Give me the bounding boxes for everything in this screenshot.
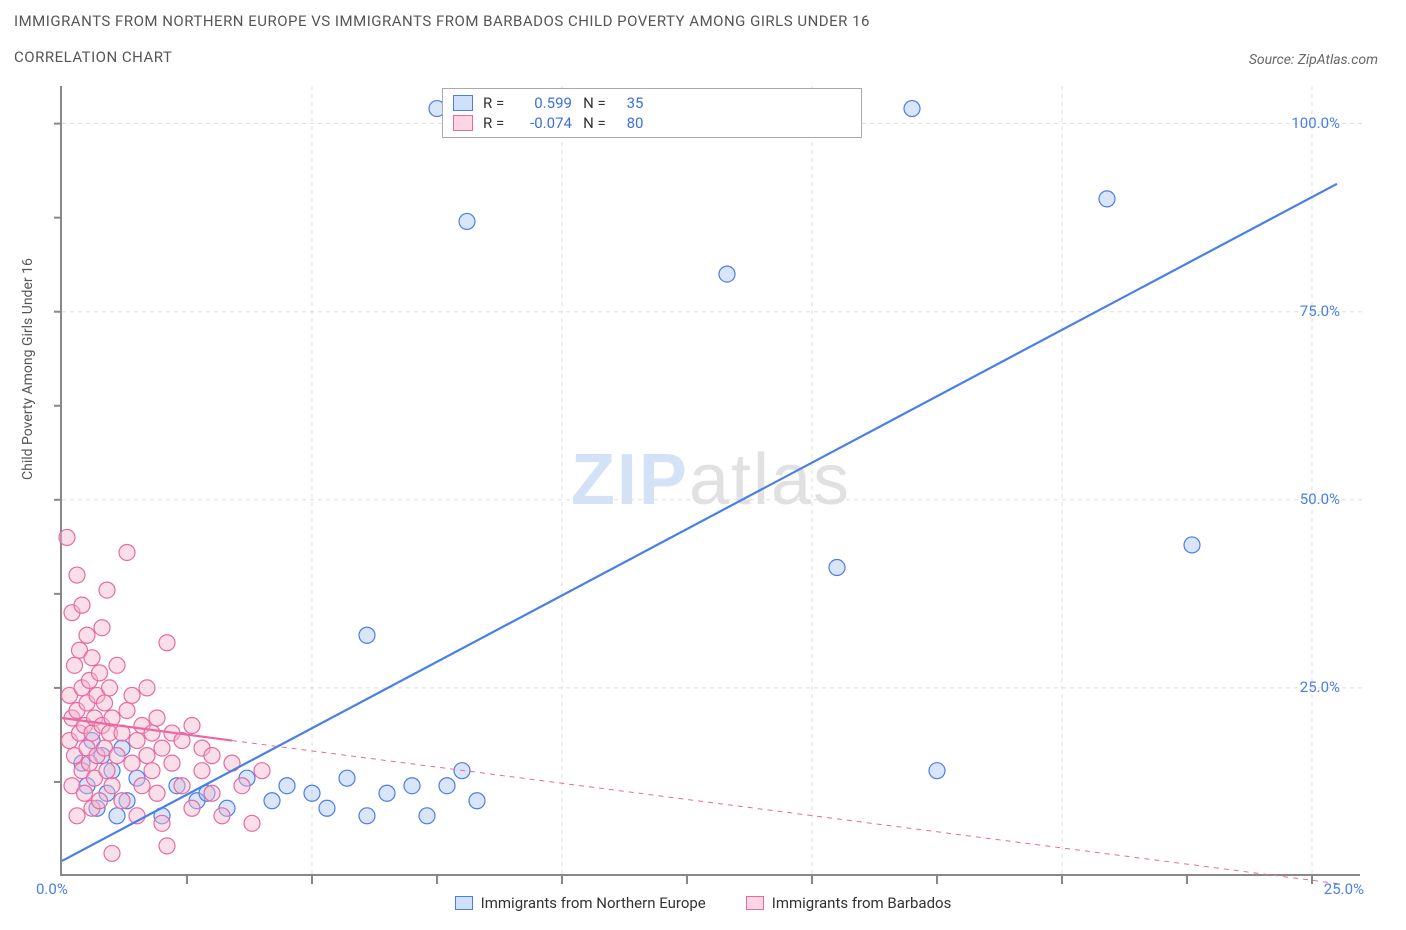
legend-swatch [746,896,764,910]
data-point [214,808,230,824]
data-point [119,702,135,718]
data-point [102,680,118,696]
y-axis-label: Child Poverty Among Girls Under 16 [20,258,36,480]
chart-title-line2: Correlation Chart [14,48,172,66]
y-tick-label: 100.0% [1291,114,1340,132]
data-point [254,763,270,779]
data-point [279,778,295,794]
data-point [97,695,113,711]
data-point [244,815,260,831]
data-point [139,680,155,696]
data-point [104,778,120,794]
data-point [439,778,455,794]
data-point [719,266,735,282]
legend-swatch [453,115,473,131]
data-point [319,800,335,816]
legend-stat-row: R = 0.599 N = 35 [453,93,851,113]
data-point [99,582,115,598]
data-point [144,725,160,741]
source-label: Source: ZipAtlas.com [1249,52,1378,68]
data-point [79,627,95,643]
data-point [119,544,135,560]
data-point [159,635,175,651]
data-point [154,815,170,831]
data-point [929,763,945,779]
y-tick-label: 25.0% [1300,678,1340,696]
trend-line [62,184,1337,861]
data-point [204,785,220,801]
data-point [69,808,85,824]
data-point [194,763,210,779]
data-point [174,778,190,794]
data-point [164,755,180,771]
data-point [204,748,220,764]
data-point [69,567,85,583]
data-point [129,733,145,749]
data-point [359,808,375,824]
data-point [339,770,355,786]
data-point [469,793,485,809]
data-point [109,808,125,824]
data-point [109,657,125,673]
legend-stats-box: R = 0.599 N = 35 R = -0.074 N = 80 [442,88,862,138]
data-point [77,785,93,801]
data-point [139,748,155,764]
data-point [1099,191,1115,207]
data-point [264,793,280,809]
data-point [94,620,110,636]
data-point [419,808,435,824]
data-point [184,718,200,734]
legend-series: Immigrants from Northern Europe Immigrant… [0,894,1406,912]
data-point [829,560,845,576]
data-point [234,778,250,794]
data-point [134,778,150,794]
legend-swatch [455,896,473,910]
data-point [124,755,140,771]
data-point [1184,537,1200,553]
y-tick-label: 50.0% [1300,490,1340,508]
data-point [124,687,140,703]
trend-line-dashed [232,741,1337,884]
data-point [144,763,160,779]
chart-svg [62,86,1360,874]
legend-stat-text: R = -0.074 N = 80 [483,114,644,132]
legend-label: Immigrants from Barbados [772,894,952,912]
data-point [74,597,90,613]
legend-swatch [453,95,473,111]
data-point [149,710,165,726]
data-point [84,650,100,666]
data-point [67,657,83,673]
legend-stat-text: R = 0.599 N = 35 [483,94,644,112]
data-point [92,793,108,809]
data-point [99,763,115,779]
data-point [92,665,108,681]
data-point [304,785,320,801]
data-point [109,748,125,764]
data-point [459,213,475,229]
legend-item: Immigrants from Barbados [746,894,952,912]
data-point [149,785,165,801]
data-point [159,838,175,854]
data-point [404,778,420,794]
data-point [154,740,170,756]
data-point [184,800,200,816]
legend-item: Immigrants from Northern Europe [455,894,706,912]
data-point [359,627,375,643]
y-tick-label: 75.0% [1300,302,1340,320]
data-point [59,529,75,545]
data-point [379,785,395,801]
chart-title-line1: Immigrants from Northern Europe vs Immig… [14,12,870,30]
data-point [114,793,130,809]
legend-label: Immigrants from Northern Europe [481,894,706,912]
plot-area: ZIPatlas R = 0.599 N = 35R = -0.074 N = … [60,86,1360,876]
data-point [104,845,120,861]
data-point [904,101,920,117]
legend-stat-row: R = -0.074 N = 80 [453,113,851,133]
